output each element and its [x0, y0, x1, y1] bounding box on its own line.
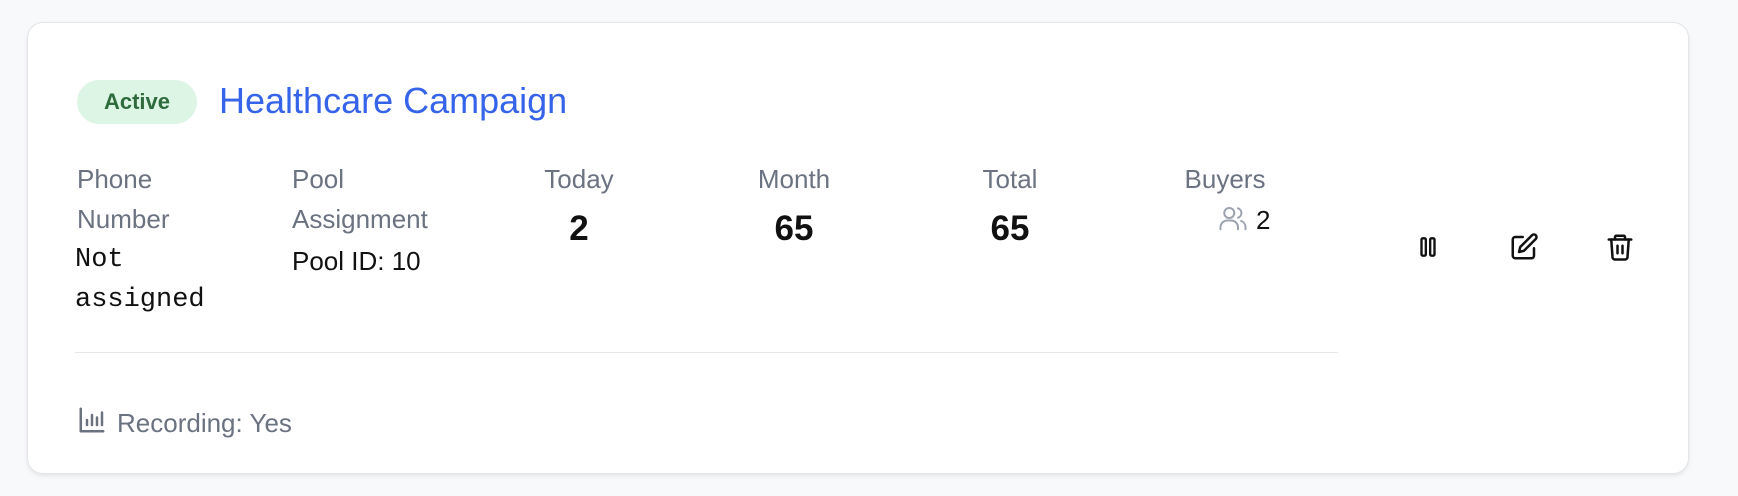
total-label: Total: [982, 164, 1038, 194]
today-label: Today: [544, 164, 614, 194]
pool-assignment-label: Pool Assignment: [292, 164, 428, 234]
recording-text: Recording: Yes: [117, 408, 292, 438]
pause-button[interactable]: [1408, 229, 1448, 269]
buyers-value: 2: [1256, 205, 1271, 235]
phone-number-label: Phone Number: [77, 164, 170, 234]
bar-chart-icon: [77, 405, 107, 442]
today-value: 2: [569, 209, 589, 248]
pool-assignment-value: Pool ID: 10: [292, 246, 421, 276]
campaign-title-link[interactable]: Healthcare Campaign: [219, 80, 568, 121]
users-icon: [1218, 203, 1248, 238]
edit-icon: [1509, 232, 1539, 267]
buyers-count: 2: [1218, 203, 1270, 238]
edit-button[interactable]: [1504, 229, 1544, 269]
month-value: 65: [774, 209, 814, 248]
section-divider: [75, 352, 1338, 353]
campaign-card: Active Healthcare Campaign Phone Number …: [27, 22, 1689, 474]
status-badge: Active: [77, 80, 197, 124]
month-label: Month: [757, 164, 831, 194]
delete-button[interactable]: [1600, 229, 1640, 269]
trash-icon: [1605, 231, 1635, 268]
buyers-label: Buyers: [1184, 164, 1266, 194]
total-value: 65: [990, 209, 1030, 248]
pause-icon: [1415, 233, 1441, 266]
recording-status: Recording: Yes: [77, 405, 292, 442]
phone-number-value: Not assigned: [75, 245, 205, 315]
